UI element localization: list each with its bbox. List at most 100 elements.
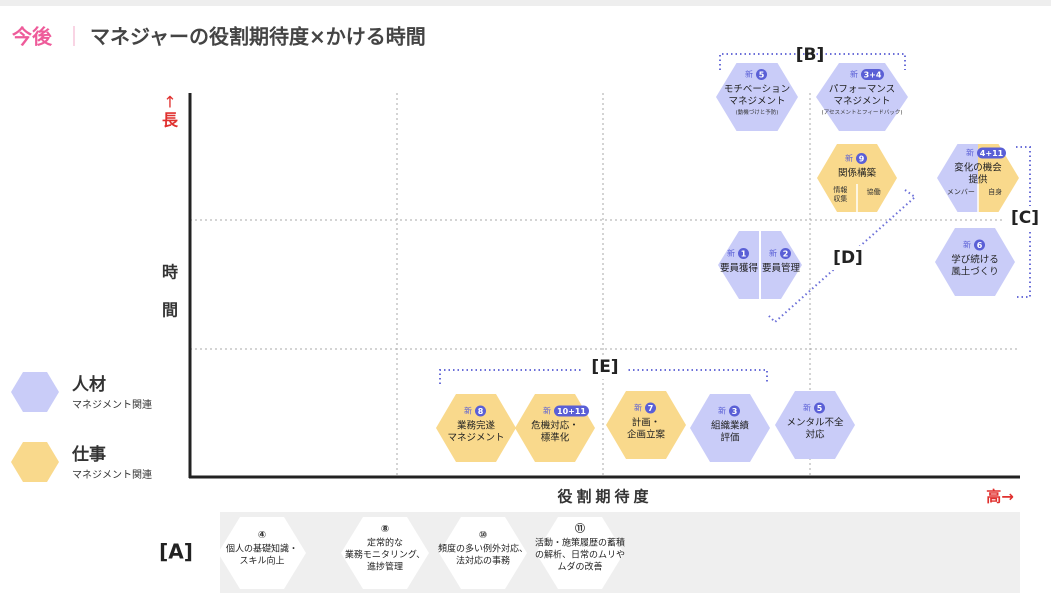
group-label: [B] [796,45,825,65]
y-label: 時 [162,263,178,282]
badge-pill [861,69,884,80]
node-label: メンタル不全 [786,417,844,429]
item-number: ⑧ [381,524,389,535]
badge-new: 新 [745,69,753,79]
node-label: 学び続ける [951,254,999,266]
node-note: (動機づけと予防) [736,108,779,116]
title-prefix: 今後 [12,25,53,49]
node-label: 計画・ [632,417,661,429]
label-bg [1004,206,1046,230]
item-label: の解析、日常のムリや [535,549,625,561]
item-label: 法対応の事務 [456,555,510,567]
item-label: スキル向上 [239,555,284,567]
item-label: ムダの改善 [557,561,602,573]
node-sublabel: 協働 [867,187,881,196]
badge-pill [475,405,486,417]
node-sublabel: 情報 [833,185,847,194]
badge-pill [856,153,867,164]
y-arrow: ↑ [163,93,176,112]
bracket-e [439,369,768,384]
node-hex [817,144,897,212]
title-separator: ｜ [64,25,84,49]
badge-pill [756,69,767,80]
badge-number: 10+11 [557,407,586,416]
badge-number: 7 [648,404,654,413]
node-hex-right [978,144,1019,212]
item-label: 定常的な [367,537,403,549]
node-label: 関係構築 [838,167,877,179]
badge-new: 新 [464,406,472,416]
item-number: ⑪ [575,522,585,535]
item-label: 個人の基礎知識・ [226,543,298,555]
label-bg [583,355,627,379]
node-hex [816,63,908,131]
group-label: [C] [1011,208,1039,228]
item-hex [536,517,624,589]
node-label: 評価 [720,432,740,444]
badge-pill [814,402,825,414]
node-label: モチベーション [724,84,790,95]
badge-new: 新 [803,403,811,413]
node-sublabel: メンバー [947,188,975,196]
node-note: (アセスメントとフィードバック) [821,109,902,116]
label-bg [826,246,870,270]
badge-new: 新 [543,406,551,416]
node-label: 要員獲得 [720,262,759,274]
badge-new: 新 [845,153,853,163]
item-number: ④ [258,530,266,541]
badge-new: 新 [963,240,971,250]
node-label: パフォーマンス [829,84,895,95]
badge-number: 9 [859,155,865,164]
badge-new: 新 [718,406,726,416]
node-label: 企画立案 [627,429,666,441]
bracket-c [1016,146,1031,298]
node-hex [606,391,686,459]
group-label: [D] [833,248,863,268]
legend-title: 人材 [72,374,106,395]
badge-number: 4+11 [980,149,1004,158]
y-high: 長 [162,111,179,130]
section-a-label: [A] [159,540,193,564]
node-label: 業務完遂 [457,420,496,432]
badge-number: 5 [759,71,765,80]
bracket-b [719,53,906,70]
badge-number: 5 [817,404,823,413]
node-hex [436,394,516,462]
node-label: マネジメント [728,96,785,107]
item-hex [341,517,429,589]
legend-hex [11,442,59,482]
node-hex [935,228,1015,296]
node-label: 対応 [805,429,825,441]
group-label: [E] [591,357,618,377]
badge-number: 1 [741,250,747,259]
node-label: 組織業績 [711,420,750,432]
node-hex [690,394,770,462]
item-label: 活動・施策履歴の蓄積 [535,537,625,549]
badge-pill [738,248,749,259]
node-hex [775,391,855,459]
node-sublabel: 収集 [833,194,847,203]
item-hex [439,517,527,589]
top-strip [0,0,1051,6]
badge-number: 8 [478,407,484,416]
node-label: 提供 [968,174,988,186]
node-hex-left [937,144,978,212]
node-label: 風土づくり [951,266,999,278]
badge-pill [977,147,1006,159]
node-hex [716,63,798,131]
item-label: 業務モニタリング、 [345,549,425,561]
item-hex [218,517,306,589]
badge-number: 2 [783,250,789,259]
item-number: ⑩ [479,530,487,541]
badge-new: 新 [850,69,858,79]
x-label: 役割期待度 [557,488,652,506]
node-label: マネジメント [833,96,890,107]
badge-pill [780,248,791,259]
badge-number: 3 [732,407,738,416]
badge-pill [974,239,985,251]
badge-pill [645,402,656,414]
title: マネジャーの役割期待度×かける時間 [90,25,426,49]
x-high: 高→ [986,488,1014,506]
